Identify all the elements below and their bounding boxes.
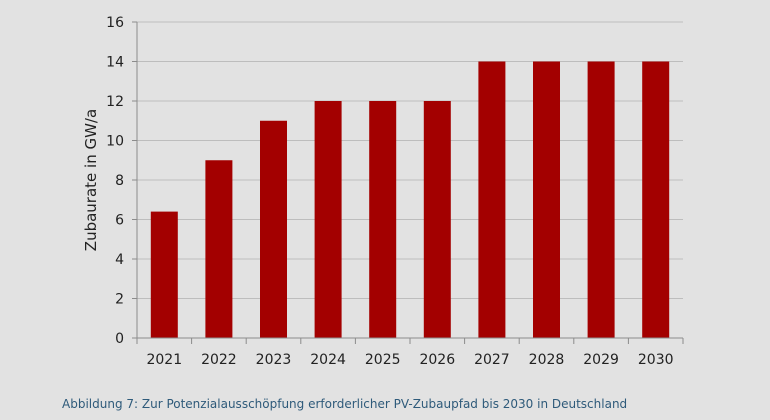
- x-tick-label: 2028: [529, 352, 565, 368]
- bar-2021: [150, 211, 178, 338]
- y-tick-label: 6: [115, 213, 124, 229]
- y-tick-label: 12: [106, 94, 124, 110]
- axes: [132, 21, 684, 344]
- y-tick-label: 16: [106, 15, 124, 31]
- x-tick-label: 2024: [310, 352, 346, 368]
- bar-2030: [642, 61, 670, 338]
- x-tick-label: 2026: [419, 352, 455, 368]
- bar-2028: [533, 61, 560, 338]
- x-tick-label: 2023: [256, 352, 292, 368]
- x-tick-label: 2025: [365, 352, 401, 368]
- x-tick-label: 2027: [474, 352, 510, 368]
- bar-2025: [369, 101, 397, 338]
- figure-caption: Abbildung 7: Zur Potenzialausschöpfung e…: [62, 397, 628, 411]
- y-tick-label: 10: [106, 134, 124, 150]
- bar-2022: [205, 160, 233, 338]
- x-tick-label: 2022: [201, 352, 237, 368]
- bar-2026: [423, 101, 451, 338]
- bar-2023: [260, 120, 287, 338]
- bar-2027: [478, 61, 506, 338]
- y-tick-label: 0: [115, 331, 124, 347]
- y-tick-label: 4: [115, 252, 124, 268]
- y-axis-title: Zubaurate in GW/a: [82, 109, 100, 251]
- x-tick-label: 2030: [638, 352, 674, 368]
- y-tick-label: 2: [115, 292, 124, 308]
- y-tick-label: 14: [106, 55, 124, 71]
- x-tick-labels: 2021 2022 2023 2024 2025 2026 2027 2028 2029 2030: [146, 352, 673, 368]
- y-tick-labels: 0 2 4 6 8 10 12 14 16: [106, 15, 124, 347]
- bars: [150, 61, 670, 338]
- bar-2029: [587, 61, 615, 338]
- x-tick-label: 2021: [146, 352, 182, 368]
- y-tick-label: 8: [115, 173, 124, 189]
- x-tick-label: 2029: [583, 352, 619, 368]
- bar-2024: [314, 101, 342, 338]
